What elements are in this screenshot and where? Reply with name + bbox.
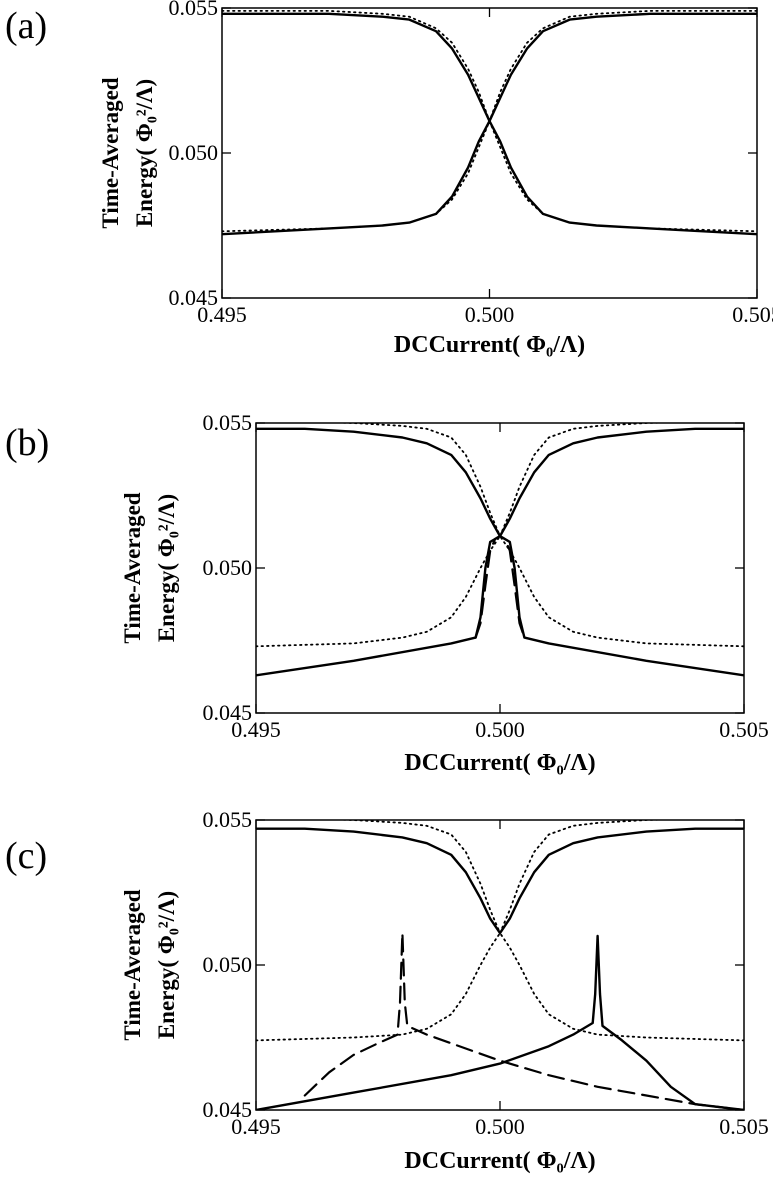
series-line-dotted-1 bbox=[222, 120, 757, 233]
y-tick-label: 0.055 bbox=[203, 410, 253, 435]
series-line-solid-2 bbox=[256, 427, 744, 538]
chart-panel-1: (b) 0.045 0.050 0.055 0.495 0.500 0.505 DCCurre… bbox=[5, 410, 769, 776]
plot-frame bbox=[255, 422, 745, 714]
y-axis-label-line1: Time-Averaged bbox=[120, 492, 145, 643]
series-line-solid-2 bbox=[256, 827, 744, 935]
y-tick-label: 0.045 bbox=[203, 1097, 253, 1122]
series-line-dotted-1 bbox=[256, 535, 744, 648]
chart-panel-0: (a) 0.045 0.050 0.055 0.495 0.500 0.505 DCCurre… bbox=[5, 0, 773, 358]
series-line-dashed-4 bbox=[474, 534, 526, 639]
y-axis-label-line1: Time-Averaged bbox=[120, 889, 145, 1040]
x-tick-label: 0.500 bbox=[475, 1114, 525, 1139]
y-tick-label: 0.055 bbox=[203, 807, 253, 832]
series-line-dotted-1 bbox=[256, 932, 744, 1042]
x-tick-label: 0.505 bbox=[719, 717, 769, 742]
series-line-dashed-4 bbox=[303, 931, 744, 1110]
x-tick-label: 0.505 bbox=[719, 1114, 769, 1139]
series-line-dotted-0 bbox=[222, 9, 757, 122]
y-axis-label-line2: Energy( Φ₀²/Λ) bbox=[154, 494, 179, 642]
y-axis-label-line1: Time-Averaged bbox=[98, 77, 123, 228]
plot-frame bbox=[221, 7, 758, 299]
y-axis-label-line2: Energy( Φ₀²/Λ) bbox=[154, 891, 179, 1039]
y-tick-label: 0.055 bbox=[169, 0, 219, 20]
y-axis-label-line2: Energy( Φ₀²/Λ) bbox=[132, 79, 157, 227]
panel-label: (a) bbox=[5, 5, 47, 47]
series-line-dotted-0 bbox=[323, 820, 677, 934]
plot-frame bbox=[255, 819, 745, 1111]
x-tick-label: 0.500 bbox=[475, 717, 525, 742]
x-tick-label: 0.495 bbox=[231, 717, 281, 742]
x-tick-label: 0.495 bbox=[197, 302, 247, 327]
y-tick-label: 0.045 bbox=[203, 700, 253, 725]
x-tick-label: 0.500 bbox=[465, 302, 515, 327]
series-line-solid-2 bbox=[222, 12, 757, 123]
y-tick-label: 0.050 bbox=[203, 952, 253, 977]
x-tick-label: 0.505 bbox=[732, 302, 773, 327]
series-line-solid-3 bbox=[256, 534, 744, 677]
y-tick-label: 0.050 bbox=[169, 140, 219, 165]
x-tick-label: 0.495 bbox=[231, 1114, 281, 1139]
y-tick-label: 0.050 bbox=[203, 555, 253, 580]
y-tick-label: 0.045 bbox=[169, 285, 219, 310]
x-axis-label: DCCurrent( Φ₀/Λ) bbox=[394, 332, 585, 358]
series-line-dotted-0 bbox=[323, 423, 677, 537]
x-axis-label: DCCurrent( Φ₀/Λ) bbox=[404, 750, 595, 776]
panel-label: (b) bbox=[5, 422, 49, 464]
chart-panel-2: (c) 0.045 0.050 0.055 0.495 0.500 0.505 DCCurre… bbox=[5, 807, 769, 1174]
panel-label: (c) bbox=[5, 835, 47, 877]
series-line-solid-3 bbox=[256, 934, 744, 1110]
series-line-solid-3 bbox=[222, 119, 757, 236]
x-axis-label: DCCurrent( Φ₀/Λ) bbox=[404, 1148, 595, 1174]
